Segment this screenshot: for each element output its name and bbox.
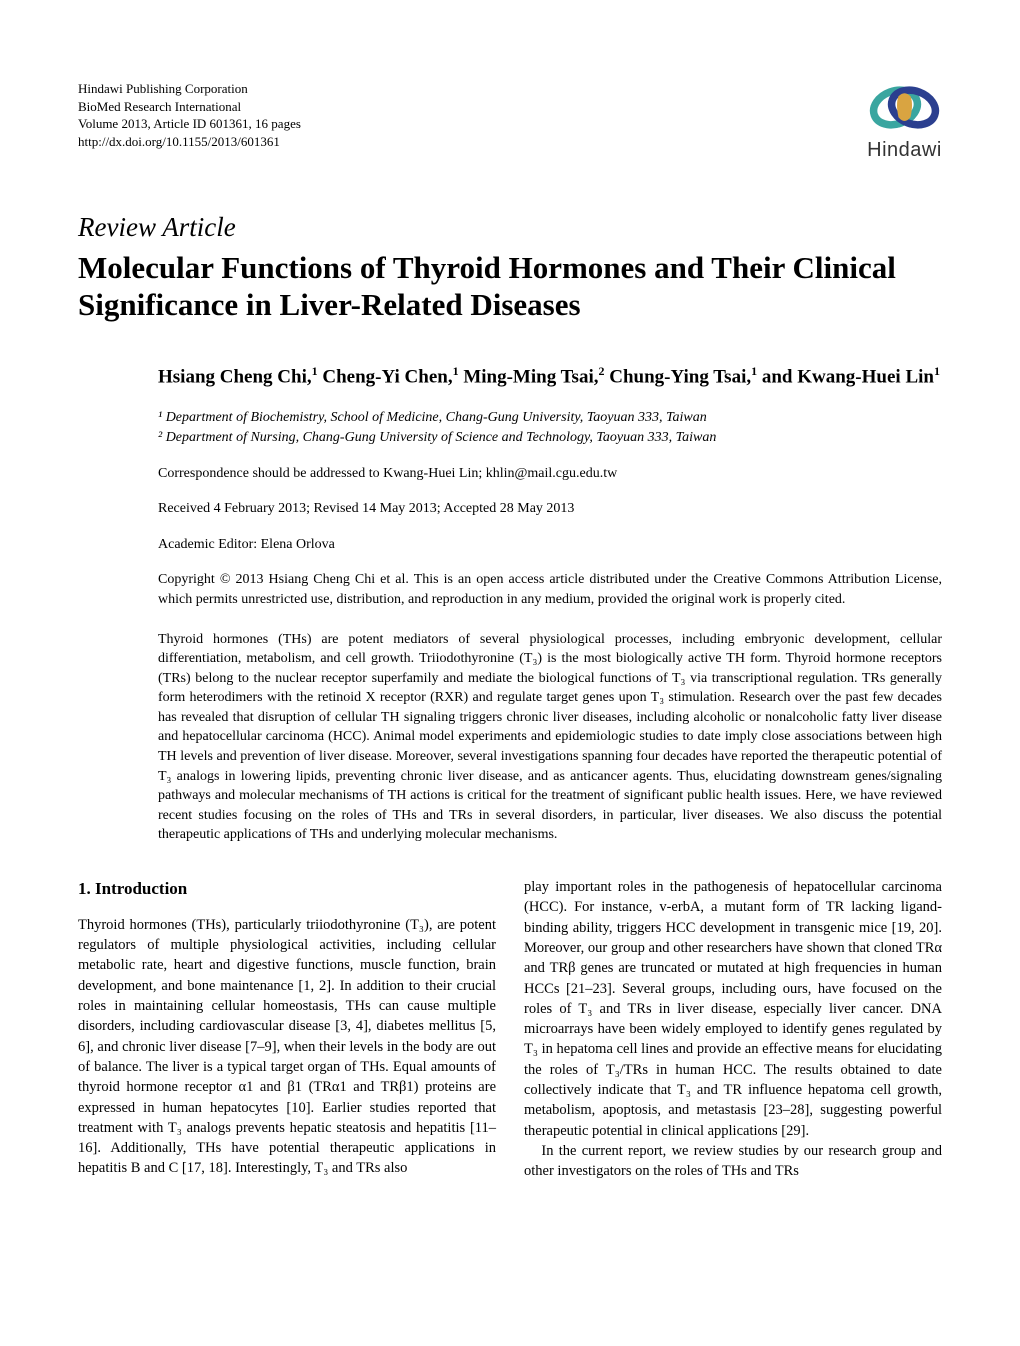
journal-name: BioMed Research International [78, 98, 301, 116]
header: Hindawi Publishing Corporation BioMed Re… [78, 80, 942, 162]
publisher-name: Hindawi Publishing Corporation [78, 80, 301, 98]
doi-link: http://dx.doi.org/10.1155/2013/601361 [78, 133, 301, 151]
article-title: Molecular Functions of Thyroid Hormones … [78, 249, 942, 323]
right-column: play important roles in the pathogenesis… [524, 877, 942, 1181]
section-heading: 1. Introduction [78, 877, 496, 901]
abstract: Thyroid hormones (THs) are potent mediat… [158, 630, 942, 846]
article-type: Review Article [78, 212, 942, 243]
publisher-logo: Hindawi [867, 80, 942, 162]
article-dates: Received 4 February 2013; Revised 14 May… [158, 499, 942, 519]
academic-editor: Academic Editor: Elena Orlova [158, 535, 942, 555]
authors: Hsiang Cheng Chi,1 Cheng-Yi Chen,1 Ming-… [158, 363, 942, 390]
body-columns: 1. Introduction Thyroid hormones (THs), … [78, 877, 942, 1181]
left-column: 1. Introduction Thyroid hormones (THs), … [78, 877, 496, 1181]
intro-paragraph-left: Thyroid hormones (THs), particularly tri… [78, 915, 496, 1179]
copyright-notice: Copyright © 2013 Hsiang Cheng Chi et al.… [158, 570, 942, 609]
intro-paragraph-right-2: In the current report, we review studies… [524, 1141, 942, 1182]
affiliations: ¹ Department of Biochemistry, School of … [158, 408, 942, 447]
affiliation-2: ² Department of Nursing, Chang-Gung Univ… [158, 428, 942, 448]
publication-info: Hindawi Publishing Corporation BioMed Re… [78, 80, 301, 150]
volume-info: Volume 2013, Article ID 601361, 16 pages [78, 115, 301, 133]
hindawi-logo-icon [867, 80, 942, 135]
intro-paragraph-right-1: play important roles in the pathogenesis… [524, 877, 942, 1141]
affiliation-1: ¹ Department of Biochemistry, School of … [158, 408, 942, 428]
logo-text: Hindawi [867, 139, 942, 162]
correspondence: Correspondence should be addressed to Kw… [158, 464, 942, 484]
